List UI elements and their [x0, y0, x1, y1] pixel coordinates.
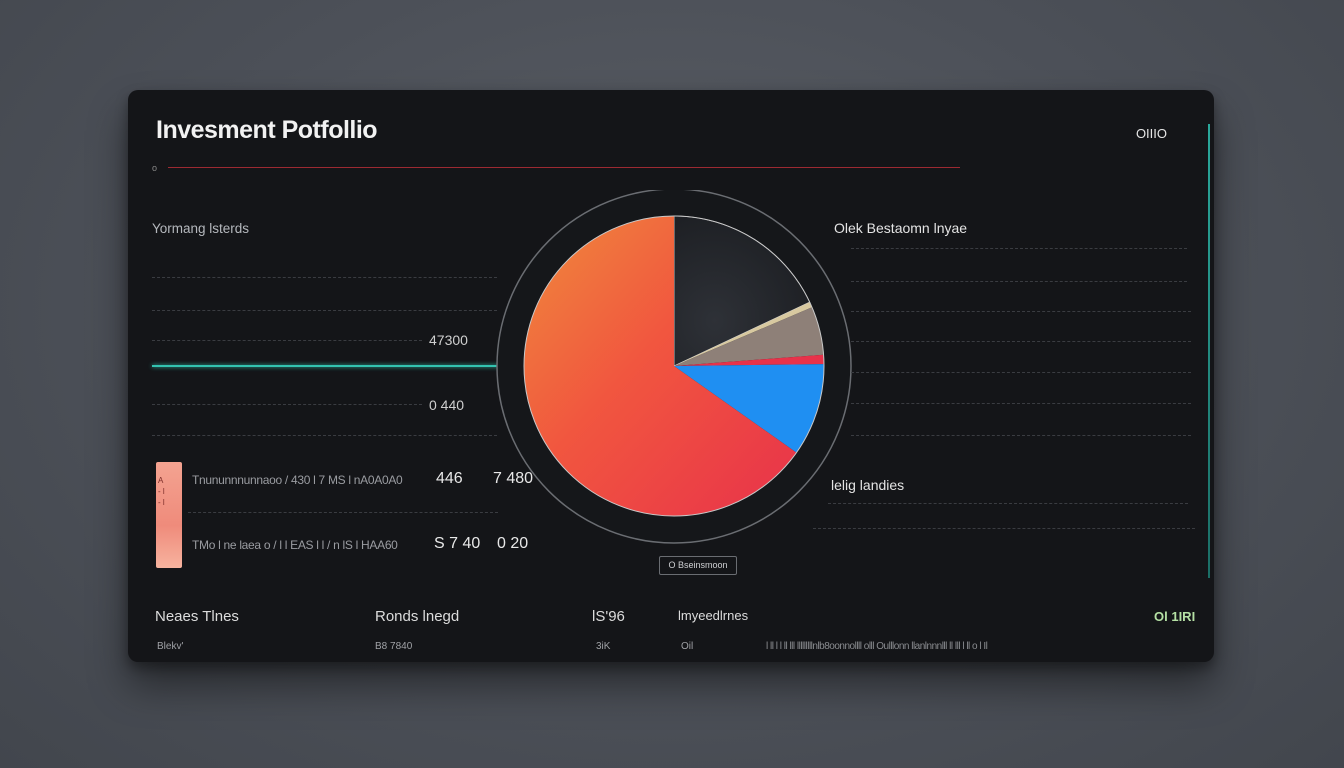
table-row-value: 446 — [436, 470, 463, 487]
table-row-text: Tnununnnunnaoo / 430 l 7 MS l nA0A0A0 — [192, 473, 403, 487]
title-divider — [168, 167, 960, 168]
table-row-text: TMo l ne laea o / l l EAS l l / n lS l H… — [192, 538, 398, 552]
pie-slice-red[interactable] — [674, 354, 824, 366]
pie-slice-taupe[interactable] — [674, 307, 824, 366]
grid-line — [813, 528, 1195, 529]
footer-right-value: Ol 1IRI — [1154, 609, 1196, 624]
left-value-1: 47300 — [429, 332, 468, 348]
footer-data-strip: l ll l l ll lll lllllllllnlb8oonnollll o… — [766, 641, 988, 652]
grid-line — [851, 435, 1191, 436]
grid-line — [152, 404, 422, 405]
swatch-marks: A - l - l — [158, 476, 165, 507]
page-title: Invesment Potfollio — [156, 116, 378, 144]
footer-col2-label: Ronds lnegd — [375, 608, 460, 625]
pie-slice-gold[interactable] — [674, 302, 813, 366]
footer-col1-value: Blekv' — [157, 641, 184, 652]
grid-line — [851, 311, 1191, 312]
grid-line — [152, 340, 422, 341]
right-panel-heading: Olek Bestaomn lnyae — [834, 220, 968, 236]
grid-line — [851, 403, 1191, 404]
table-row-value: S 7 40 — [434, 535, 481, 552]
legend-swatch — [156, 462, 182, 568]
pie-svg — [496, 188, 852, 544]
pie-slice-blue[interactable] — [674, 364, 824, 453]
grid-line — [851, 372, 1191, 373]
table-row-value: 7 480 — [493, 470, 534, 487]
grid-line — [851, 281, 1187, 282]
footer-col1-label: Neaes Tlnes — [155, 608, 239, 625]
table-row-value: 0 20 — [497, 535, 529, 552]
pie-inner-ring — [523, 215, 825, 517]
left-value-2: 0 440 — [429, 397, 465, 413]
pie-slice-coral[interactable] — [524, 215, 797, 516]
header-status[interactable]: OIIIO — [1135, 126, 1167, 141]
grid-line — [188, 512, 498, 513]
footer-col4-value: Oil — [681, 641, 694, 652]
footer-col3-value: 3iK — [596, 641, 611, 652]
grid-line — [828, 503, 1188, 504]
right-panel-subheading: lelig landies — [831, 477, 905, 493]
grid-line — [152, 435, 497, 436]
right-scrollbar[interactable] — [1208, 124, 1210, 578]
portfolio-card: Invesment Potfollio OIIIO o Yormang lste… — [128, 90, 1214, 662]
rule-marker-icon: o — [152, 163, 158, 173]
teal-indicator-line — [152, 365, 502, 367]
grid-line — [851, 341, 1191, 342]
pie-chart — [494, 188, 852, 544]
footer-col3-label: lS'96 — [592, 608, 625, 625]
grid-line — [851, 248, 1187, 249]
grid-line — [152, 277, 497, 278]
chart-badge[interactable]: O Bseinsmoon — [659, 556, 737, 575]
footer-col2-value: B8 7840 — [375, 641, 413, 652]
footer-col4-label: lmyeedlrnes — [678, 608, 749, 623]
grid-line — [152, 310, 497, 311]
left-panel-heading: Yormang lsterds — [152, 221, 250, 236]
